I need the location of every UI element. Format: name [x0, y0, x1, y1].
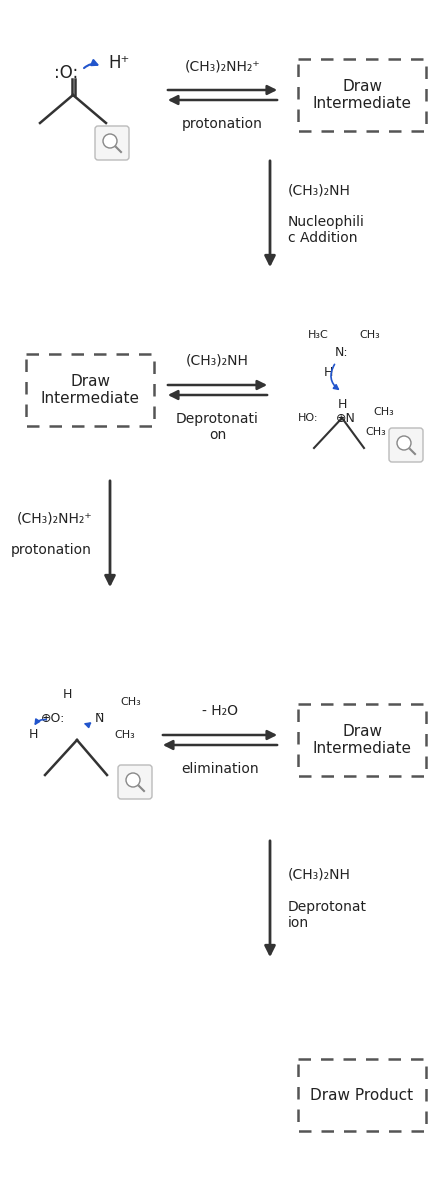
- Text: :O:: :O:: [54, 64, 78, 82]
- Text: (CH₃)₂NH: (CH₃)₂NH: [186, 354, 249, 368]
- Text: ion: ion: [287, 916, 308, 930]
- Text: c Addition: c Addition: [287, 230, 356, 245]
- Text: N̈: N̈: [94, 712, 104, 725]
- FancyBboxPatch shape: [95, 126, 129, 160]
- FancyBboxPatch shape: [297, 704, 425, 776]
- Text: Draw Product: Draw Product: [310, 1087, 413, 1103]
- Text: Draw
Intermediate: Draw Intermediate: [40, 373, 139, 406]
- Text: - H₂O: - H₂O: [202, 704, 237, 718]
- FancyBboxPatch shape: [297, 59, 425, 131]
- Text: Nucleophili: Nucleophili: [287, 215, 364, 229]
- Text: CH₃: CH₃: [373, 407, 393, 416]
- Text: CH₃: CH₃: [114, 730, 135, 740]
- Text: protonation: protonation: [181, 116, 262, 131]
- Text: Deprotonat: Deprotonat: [287, 900, 366, 914]
- FancyBboxPatch shape: [26, 354, 154, 426]
- Text: H⁺: H⁺: [108, 54, 129, 72]
- Circle shape: [396, 436, 410, 450]
- Circle shape: [126, 773, 140, 787]
- Text: CH₃: CH₃: [120, 697, 141, 707]
- Text: H: H: [322, 366, 332, 378]
- FancyBboxPatch shape: [118, 766, 152, 799]
- Text: ⊕O:: ⊕O:: [41, 712, 65, 725]
- Text: protonation: protonation: [11, 542, 92, 557]
- Text: (CH₃)₂NH₂⁺: (CH₃)₂NH₂⁺: [16, 511, 92, 526]
- Text: Deprotonati
on: Deprotonati on: [175, 412, 258, 443]
- Text: elimination: elimination: [181, 762, 258, 776]
- Circle shape: [103, 134, 117, 148]
- Text: CH₃: CH₃: [359, 330, 380, 340]
- Text: H₃C: H₃C: [307, 330, 328, 340]
- Text: H: H: [62, 689, 71, 702]
- FancyBboxPatch shape: [388, 428, 422, 462]
- Text: (CH₃)₂NH: (CH₃)₂NH: [287, 182, 350, 197]
- Text: ⊕N: ⊕N: [335, 412, 355, 425]
- Text: (CH₃)₂NH: (CH₃)₂NH: [287, 868, 350, 882]
- Text: Draw
Intermediate: Draw Intermediate: [312, 724, 411, 756]
- Text: H: H: [28, 728, 37, 742]
- Text: (CH₃)₂NH₂⁺: (CH₃)₂NH₂⁺: [184, 59, 260, 73]
- Text: Draw
Intermediate: Draw Intermediate: [312, 79, 411, 112]
- FancyBboxPatch shape: [297, 1058, 425, 1130]
- Text: H: H: [337, 397, 346, 410]
- Text: HO:: HO:: [297, 413, 317, 422]
- Text: CH₃: CH₃: [365, 427, 385, 437]
- Text: N:: N:: [335, 346, 348, 359]
